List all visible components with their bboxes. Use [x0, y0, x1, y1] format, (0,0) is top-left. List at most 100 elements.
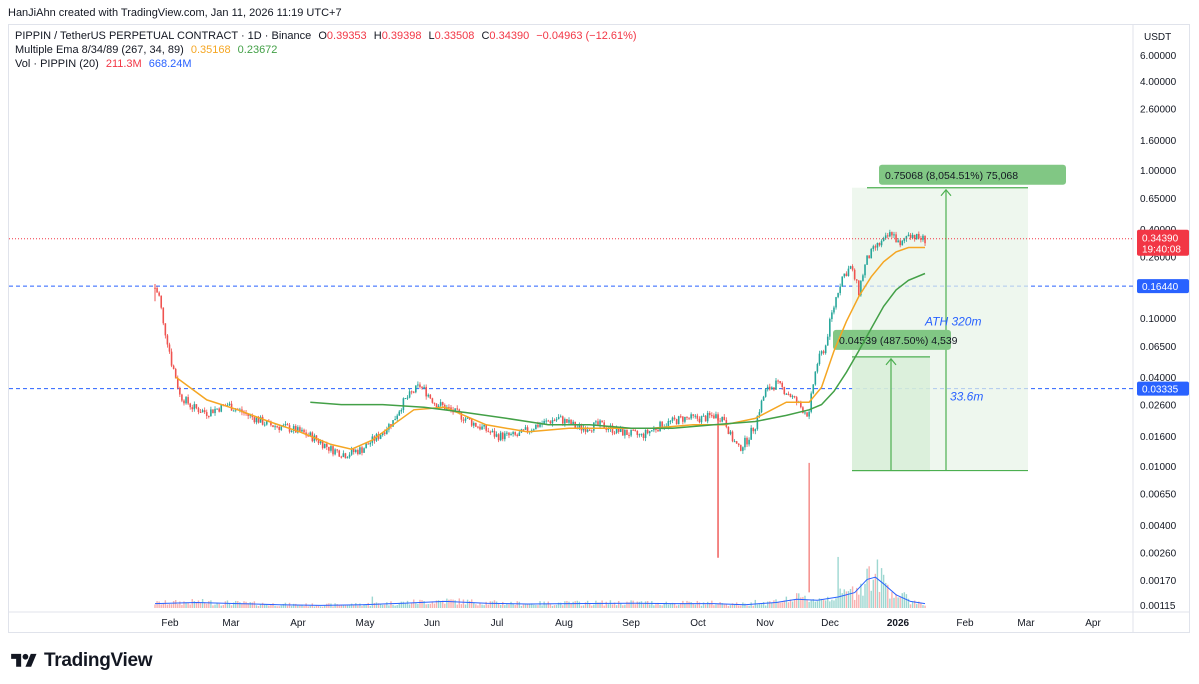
volume-bar	[628, 602, 630, 608]
volume-bar	[777, 602, 779, 608]
candle-body	[793, 396, 796, 398]
candle-body	[895, 234, 897, 243]
volume-bar	[615, 605, 618, 608]
candle-body	[632, 429, 634, 431]
volume-bar	[212, 605, 214, 608]
volume-bar	[284, 602, 287, 608]
volume-bar	[593, 604, 595, 608]
candle-body	[920, 238, 922, 240]
volume-bar	[292, 603, 295, 608]
candle-body	[164, 323, 167, 336]
candle-body	[748, 439, 750, 445]
candle-body	[816, 364, 819, 372]
candle-body	[764, 389, 767, 397]
volume-bar	[727, 605, 730, 608]
volume-bar	[516, 601, 518, 608]
volume-bar	[203, 602, 206, 608]
candle-body	[721, 416, 723, 422]
volume-bar	[603, 605, 605, 608]
volume-bar	[307, 606, 309, 608]
candle-body	[334, 449, 336, 455]
volume-bar	[404, 603, 407, 608]
volume-bar	[528, 603, 531, 608]
volume-bar	[282, 603, 285, 608]
candle-body	[711, 415, 713, 417]
volume-bar	[767, 601, 769, 608]
volume-bar	[543, 601, 545, 608]
volume-bar	[591, 605, 593, 608]
candle-body	[607, 428, 610, 430]
candle-body	[309, 432, 312, 436]
candle-body	[626, 429, 628, 435]
volume-bar	[270, 604, 272, 608]
candle-body	[913, 234, 916, 239]
volume-bar	[423, 601, 425, 608]
volume-bar	[630, 600, 632, 608]
candle-body	[522, 429, 525, 431]
volume-bar	[249, 602, 251, 608]
candle-body	[893, 234, 895, 236]
volume-bar	[332, 606, 334, 608]
candle-body	[508, 432, 510, 436]
volume-bar	[448, 599, 450, 608]
candle-body	[841, 276, 844, 287]
volume-bar	[578, 601, 581, 608]
y-tick-label: 1.00000	[1140, 166, 1177, 177]
volume-bar	[439, 600, 442, 608]
volume-bar	[738, 605, 740, 608]
volume-bar	[868, 566, 870, 608]
candle-body	[193, 404, 196, 410]
volume-bar	[396, 605, 398, 608]
volume-bar	[481, 604, 483, 608]
candle-body	[760, 400, 763, 413]
candle-body	[156, 287, 158, 293]
volume-bar	[369, 605, 371, 608]
volume-bar	[680, 603, 682, 608]
volume-legend[interactable]: Vol · PIPPIN (20) 211.3M 668.24M	[15, 57, 196, 71]
volume-bar	[274, 605, 276, 608]
volume-bar	[547, 601, 549, 608]
volume-bar	[893, 597, 895, 608]
measure-arrowhead	[885, 357, 897, 366]
symbol-title: PIPPIN / TetherUS PERPETUAL CONTRACT · 1…	[15, 30, 312, 42]
candle-body	[195, 404, 198, 409]
ema-legend[interactable]: Multiple Ema 8/34/89 (267, 34, 89) 0.351…	[15, 43, 281, 57]
candle-body	[317, 439, 320, 444]
candle-body	[419, 384, 421, 387]
volume-bar	[388, 605, 390, 608]
volume-bar	[460, 604, 463, 608]
candle-body	[582, 427, 585, 431]
candle-body	[497, 434, 500, 441]
volume-bar	[386, 602, 388, 608]
candle-body	[464, 418, 467, 421]
ema-value-2: 0.23672	[237, 44, 278, 56]
candle-body	[299, 427, 301, 432]
volume-bar	[531, 603, 533, 608]
candle-body	[648, 431, 651, 434]
volume-bar	[864, 583, 866, 608]
tradingview-logo[interactable]: TradingView	[10, 650, 153, 672]
volume-bar	[661, 605, 663, 608]
volume-bar	[382, 604, 384, 608]
candle-body	[404, 398, 407, 400]
candle-body	[359, 447, 361, 455]
volume-bar	[479, 602, 481, 608]
volume-ma-line	[154, 576, 926, 606]
volume-bar	[806, 599, 808, 608]
candle-body	[752, 427, 755, 432]
volume-bar	[924, 605, 926, 608]
x-tick-label: Mar	[222, 618, 240, 629]
volume-bar	[218, 603, 220, 608]
candle-body	[187, 397, 189, 404]
y-tick-label: 0.65000	[1140, 194, 1177, 205]
volume-bar	[897, 597, 899, 608]
volume-bar	[384, 604, 386, 608]
candle-body	[708, 412, 711, 416]
volume-bar	[504, 605, 506, 608]
volume-bar	[400, 601, 403, 608]
volume-bar	[468, 601, 471, 608]
volume-bar	[773, 600, 775, 608]
candle-body	[336, 449, 338, 451]
y-tick-label: 0.00115	[1140, 601, 1176, 612]
